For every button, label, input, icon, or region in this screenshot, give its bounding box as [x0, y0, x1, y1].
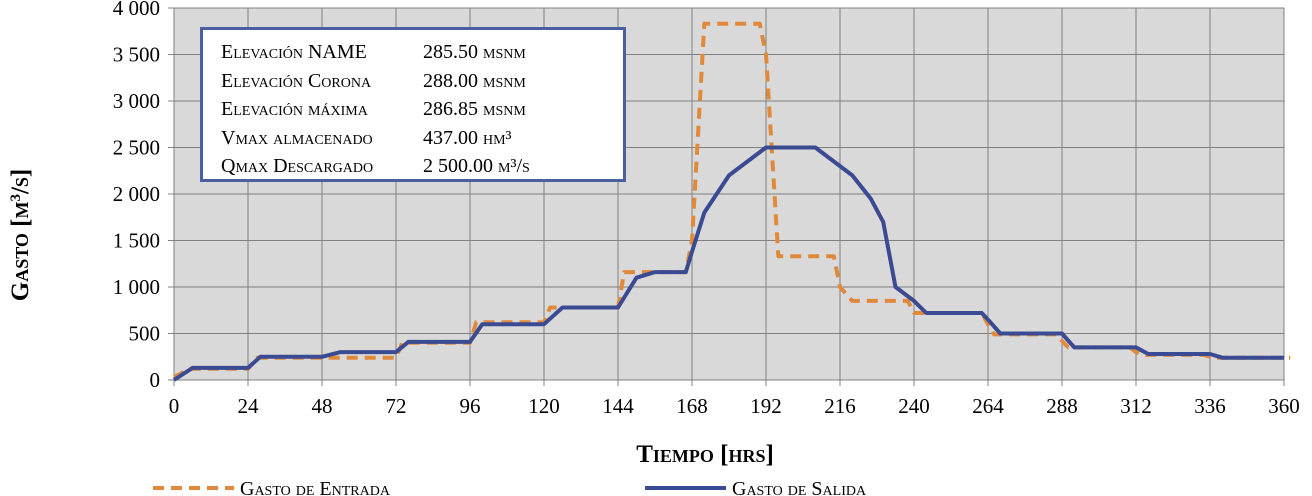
- y-tick-label: 1 000: [113, 275, 160, 299]
- y-axis-title-main: Gasto [m: [7, 202, 34, 302]
- info-label: Vmax almacenado: [221, 126, 373, 149]
- y-axis-title: Gasto [m3/s]: [7, 169, 34, 302]
- x-tick-label: 360: [1268, 394, 1300, 418]
- y-tick-label: 500: [129, 322, 161, 346]
- x-tick-label: 96: [460, 394, 481, 418]
- x-tick-label: 336: [1194, 394, 1226, 418]
- legend: Gasto de Entrada Gasto de Salida: [153, 478, 867, 496]
- info-label: Elevación Corona: [221, 69, 372, 92]
- y-axis-title-sup: 3: [8, 194, 24, 202]
- y-tick-label: 2 500: [113, 136, 160, 160]
- x-tick-label: 48: [312, 394, 333, 418]
- x-tick-label: 24: [238, 394, 260, 418]
- x-tick-label: 120: [528, 394, 560, 418]
- info-label: Elevación máxima: [221, 98, 368, 120]
- legend-label-salida: Gasto de Salida: [732, 478, 867, 496]
- x-tick-label: 192: [750, 394, 782, 418]
- info-value: 288.00 msnm: [423, 69, 526, 92]
- y-tick-labels: 0 500 1 000 1 500 2 000 2 500 3 000 3 500 4 000: [113, 0, 160, 392]
- y-tick-label: 2 000: [113, 182, 160, 206]
- x-axis-title: Tiempo [hrs]: [636, 441, 774, 468]
- x-tick-label: 288: [1046, 394, 1078, 418]
- info-value: 2 500.00 m³/s: [423, 155, 530, 177]
- reservoir-info-box: Elevación NAME 285.50 msnm Elevación Coro…: [200, 27, 626, 182]
- info-label: Elevación NAME: [221, 41, 367, 63]
- x-tick-labels: 0 24 48 72 96 120 144 168 192 216 240 264 288 312 336 3…: [169, 394, 1300, 418]
- series-line-gasto-salida: [172, 145, 1284, 382]
- y-tick-label: 4 000: [113, 0, 160, 20]
- x-tick-label: 0: [169, 394, 180, 418]
- y-tick-label: 1 500: [113, 229, 160, 253]
- info-line-corona: Elevación Corona 288.00 msnm: [221, 67, 623, 96]
- x-tick-label: 264: [972, 394, 1004, 418]
- x-tick-label: 144: [602, 394, 634, 418]
- legend-label-entrada: Gasto de Entrada: [240, 478, 391, 496]
- x-tick-label: 72: [386, 394, 407, 418]
- y-axis-title-tail: /s]: [7, 169, 34, 195]
- y-tick-label: 3 000: [113, 89, 160, 113]
- info-value: 286.85 msnm: [423, 98, 526, 120]
- info-value: 285.50 msnm: [423, 41, 526, 63]
- series-layer: [172, 21, 1291, 382]
- x-tick-label: 168: [676, 394, 708, 418]
- info-line-name: Elevación NAME 285.50 msnm: [221, 38, 623, 67]
- info-line-vmax: Vmax almacenado 437.00 hm³: [221, 124, 623, 153]
- info-value: 437.00 hm³: [423, 126, 512, 149]
- x-tick-label: 216: [824, 394, 856, 418]
- x-tick-label: 240: [898, 394, 930, 418]
- x-tick-label: 312: [1120, 394, 1152, 418]
- info-label: Qmax Descargado: [221, 155, 374, 177]
- y-tick-label: 3 500: [113, 43, 160, 67]
- info-line-qmax: Qmax Descargado 2 500.00 m³/s: [221, 152, 623, 181]
- y-tick-label: 0: [150, 368, 161, 392]
- info-line-maxima: Elevación máxima 286.85 msnm: [221, 95, 623, 124]
